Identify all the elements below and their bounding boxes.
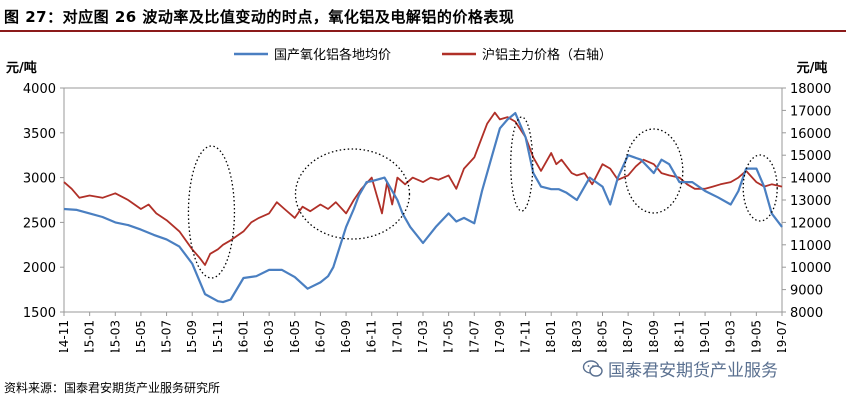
source-note: 资料来源：国泰君安期货产业服务研究所 — [4, 381, 221, 395]
x-tick-label: 16-05 — [288, 320, 302, 352]
legend-label: 国产氧化铝各地均价 — [274, 47, 391, 63]
x-tick-label: 19-05 — [749, 320, 763, 352]
y-right-tick-label: 10000 — [790, 261, 831, 276]
plot-frame — [63, 87, 783, 313]
x-tick-label: 15-05 — [134, 320, 148, 352]
dual-axis-line-chart: 元/吨 元/吨 1500 2000 2500 3000 3500 4000 8000 9000 10… — [6, 47, 831, 352]
x-tick-label: 17-07 — [467, 320, 481, 352]
x-tick-label: 19-07 — [775, 320, 789, 352]
wechat-icon — [582, 359, 603, 377]
x-tick-label: 16-07 — [313, 320, 327, 352]
y-left-tick-label: 3000 — [23, 172, 56, 187]
x-tick-label: 15-11 — [211, 320, 225, 352]
y-right-axis-label: 元/吨 — [797, 60, 828, 76]
x-tick-label: 17-05 — [442, 320, 456, 352]
legend-label: 沪铝主力价格（右轴） — [482, 47, 612, 63]
y-left-tick-label: 2000 — [23, 261, 56, 276]
aluminum-futures-line — [63, 111, 783, 266]
x-tick-label: 19-03 — [724, 320, 738, 352]
x-tick-label: 17-09 — [493, 320, 507, 352]
x-tick-label: 18-07 — [621, 320, 635, 352]
x-tick-label: 18-03 — [570, 320, 584, 352]
highlight-oval-17-12 — [510, 116, 534, 212]
x-tick-label: 15-03 — [108, 320, 122, 352]
y-left-tick-label: 2500 — [23, 216, 56, 231]
x-tick-label: 18-11 — [672, 320, 686, 352]
x-tick-label: 15-09 — [185, 320, 199, 352]
highlight-oval-18-10 — [624, 128, 684, 214]
x-tick-label: 18-05 — [596, 320, 610, 352]
watermark-text: 国泰君安期货产业服务 — [608, 361, 778, 381]
x-tick-label: 17-03 — [416, 320, 430, 352]
y-left-tick-label: 3500 — [23, 127, 56, 142]
y-right-tick-label: 16000 — [790, 127, 831, 142]
x-tick-label: 19-01 — [698, 320, 712, 352]
y-right-tick-label: 17000 — [790, 104, 831, 119]
x-tick-label: 15-07 — [160, 320, 174, 352]
x-tick-label: 16-03 — [262, 320, 276, 352]
y-right-tick-label: 11000 — [790, 239, 831, 254]
figure-title: 图 27：对应图 26 波动率及比值变动的时点，氧化铝及电解铝的价格表现 — [4, 8, 515, 26]
title-divider — [0, 30, 846, 32]
y-right-tick-label: 14000 — [790, 172, 831, 187]
highlight-oval-19-06 — [742, 154, 778, 222]
x-tick-label: 14-11 — [57, 320, 71, 352]
chart-legend: 国产氧化铝各地均价 沪铝主力价格（右轴） — [234, 47, 612, 63]
x-tick-label: 16-09 — [339, 320, 353, 352]
y-right-tick-label: 8000 — [790, 306, 823, 321]
x-tick-label: 16-11 — [365, 320, 379, 352]
y-left-tick-label: 1500 — [23, 306, 56, 321]
y-right-tick-label: 9000 — [790, 284, 823, 299]
x-tick-label: 17-01 — [390, 320, 404, 352]
x-tick-label: 16-01 — [237, 320, 251, 352]
x-tick-label: 18-01 — [544, 320, 558, 352]
chart-lines — [63, 111, 783, 304]
x-tick-label: 18-09 — [647, 320, 661, 352]
highlight-oval-16-11 — [294, 148, 411, 240]
chart-axes: 元/吨 元/吨 1500 2000 2500 3000 3500 4000 8000 9000 10… — [6, 60, 831, 352]
y-right-tick-label: 12000 — [790, 216, 831, 231]
y-left-axis-label: 元/吨 — [6, 60, 37, 76]
highlight-oval-15-10 — [187, 145, 236, 279]
highlight-ovals — [187, 116, 778, 279]
watermark: 国泰君安期货产业服务 — [582, 356, 778, 381]
x-tick-label: 15-01 — [83, 320, 97, 352]
x-tick-label: 17-11 — [519, 320, 533, 352]
y-right-tick-label: 18000 — [790, 82, 831, 97]
y-left-tick-label: 4000 — [23, 82, 56, 97]
y-right-tick-label: 13000 — [790, 194, 831, 209]
y-right-tick-label: 15000 — [790, 149, 831, 164]
